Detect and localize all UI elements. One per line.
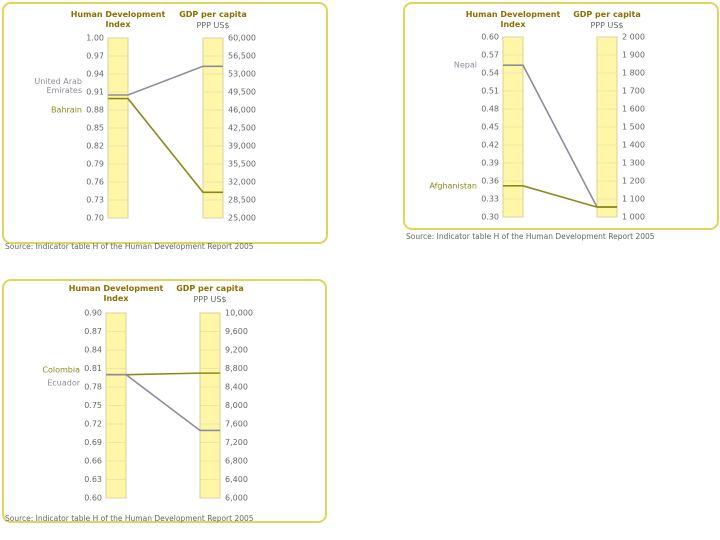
y2-tick-label: 8,800: [225, 364, 248, 373]
y2-tick-label: 8,000: [225, 401, 248, 410]
axis-title: Human Development Index: [70, 10, 166, 29]
y2-tick-label: 32,000: [228, 178, 256, 187]
y2-tick-label: 53,000: [228, 70, 256, 79]
y2-tick-label: 10,000: [225, 309, 253, 318]
y2-tick-label: 6,400: [225, 475, 248, 484]
y-tick-label: 0.63: [84, 475, 102, 484]
y-tick-label: 0.73: [86, 196, 104, 205]
y-tick-label: 0.54: [481, 69, 499, 78]
y-tick-label: 1.00: [86, 34, 104, 43]
y-tick-label: 0.60: [84, 494, 102, 503]
y-tick-label: 0.94: [86, 70, 104, 79]
y-tick-label: 0.70: [86, 214, 104, 223]
y2-tick-label: 49,500: [228, 88, 256, 97]
source-note: Source: Indicator table H of the Human D…: [406, 232, 655, 241]
y-tick-label: 0.91: [86, 88, 104, 97]
y-tick-label: 0.85: [86, 124, 104, 133]
y2-tick-label: 46,000: [228, 106, 256, 115]
y-tick-label: 0.82: [86, 142, 104, 151]
y2-tick-label: 7,200: [225, 438, 248, 447]
axis-title: GDP per capita: [176, 284, 244, 293]
y-tick-label: 0.75: [84, 401, 102, 410]
y2-tick-label: 7,600: [225, 420, 248, 429]
y2-tick-label: 9,200: [225, 346, 248, 355]
axis-subtitle: PPP US$: [193, 295, 227, 304]
y-tick-label: 0.42: [481, 141, 499, 150]
y-tick-label: 0.69: [84, 438, 102, 447]
y2-tick-label: 6,800: [225, 457, 248, 466]
y-tick-label: 0.90: [84, 309, 102, 318]
y2-tick-label: 42,500: [228, 124, 256, 133]
axis-title: GDP per capita: [179, 10, 247, 19]
series-line: [503, 185, 617, 208]
panel-border: [403, 2, 719, 230]
y2-tick-label: 9,600: [225, 327, 248, 336]
y2-tick-label: 56,500: [228, 52, 256, 61]
y2-tick-label: 25,000: [228, 214, 256, 223]
y2-tick-label: 1 400: [622, 141, 645, 150]
country-label: Nepal: [453, 60, 477, 70]
y2-tick-label: 1 800: [622, 69, 645, 78]
y2-tick-label: 1 100: [622, 195, 645, 204]
y-tick-label: 0.87: [84, 327, 102, 336]
country-label: United Arab Emirates: [34, 77, 82, 95]
y2-tick-label: 8,400: [225, 383, 248, 392]
country-label: Bahrain: [51, 105, 82, 115]
y-tick-label: 0.97: [86, 52, 104, 61]
y2-tick-label: 1 700: [622, 87, 645, 96]
y-tick-label: 0.36: [481, 177, 499, 186]
y2-tick-label: 1 200: [622, 177, 645, 186]
country-label: Colombia: [42, 365, 80, 375]
series-line: [108, 65, 223, 96]
y-tick-label: 0.76: [86, 178, 104, 187]
y2-tick-label: 1 000: [622, 213, 645, 222]
y2-tick-label: 35,500: [228, 160, 256, 169]
y-tick-label: 0.72: [84, 420, 102, 429]
y2-tick-label: 1 500: [622, 123, 645, 132]
y2-tick-label: 60,000: [228, 34, 256, 43]
y2-tick-label: 6,000: [225, 494, 248, 503]
y-tick-label: 0.84: [84, 346, 102, 355]
panel-border: [2, 279, 327, 523]
y-tick-label: 0.57: [481, 51, 499, 60]
y-tick-label: 0.33: [481, 195, 499, 204]
series-line: [108, 97, 223, 194]
y2-tick-label: 1 300: [622, 159, 645, 168]
axis-title: GDP per capita: [573, 10, 641, 19]
y-tick-label: 0.45: [481, 123, 499, 132]
y2-tick-label: 39,000: [228, 142, 256, 151]
axis-subtitle: PPP US$: [196, 21, 230, 30]
y2-tick-label: 1 600: [622, 105, 645, 114]
y-tick-label: 0.48: [481, 105, 499, 114]
source-note: Source: Indicator table H of the Human D…: [5, 514, 254, 523]
y2-tick-label: 2 000: [622, 33, 645, 42]
y-tick-label: 0.30: [481, 213, 499, 222]
y2-tick-label: 28,500: [228, 196, 256, 205]
country-label: Ecuador: [47, 378, 80, 388]
y-tick-label: 0.81: [84, 364, 102, 373]
y-tick-label: 0.78: [84, 383, 102, 392]
y2-tick-label: 1 900: [622, 51, 645, 60]
y-tick-label: 0.66: [84, 457, 102, 466]
y-tick-label: 0.88: [86, 106, 104, 115]
y-tick-label: 0.60: [481, 33, 499, 42]
source-note: Source: Indicator table H of the Human D…: [5, 242, 254, 251]
y-tick-label: 0.51: [481, 87, 499, 96]
axis-subtitle: PPP US$: [590, 21, 624, 30]
axis-title: Human Development Index: [465, 10, 561, 29]
y-tick-label: 0.79: [86, 160, 104, 169]
y-tick-label: 0.39: [481, 159, 499, 168]
country-label: Afghanistan: [429, 181, 477, 191]
series-line: [106, 373, 220, 432]
panel-border: [2, 2, 328, 244]
axis-title: Human Development Index: [68, 284, 164, 303]
